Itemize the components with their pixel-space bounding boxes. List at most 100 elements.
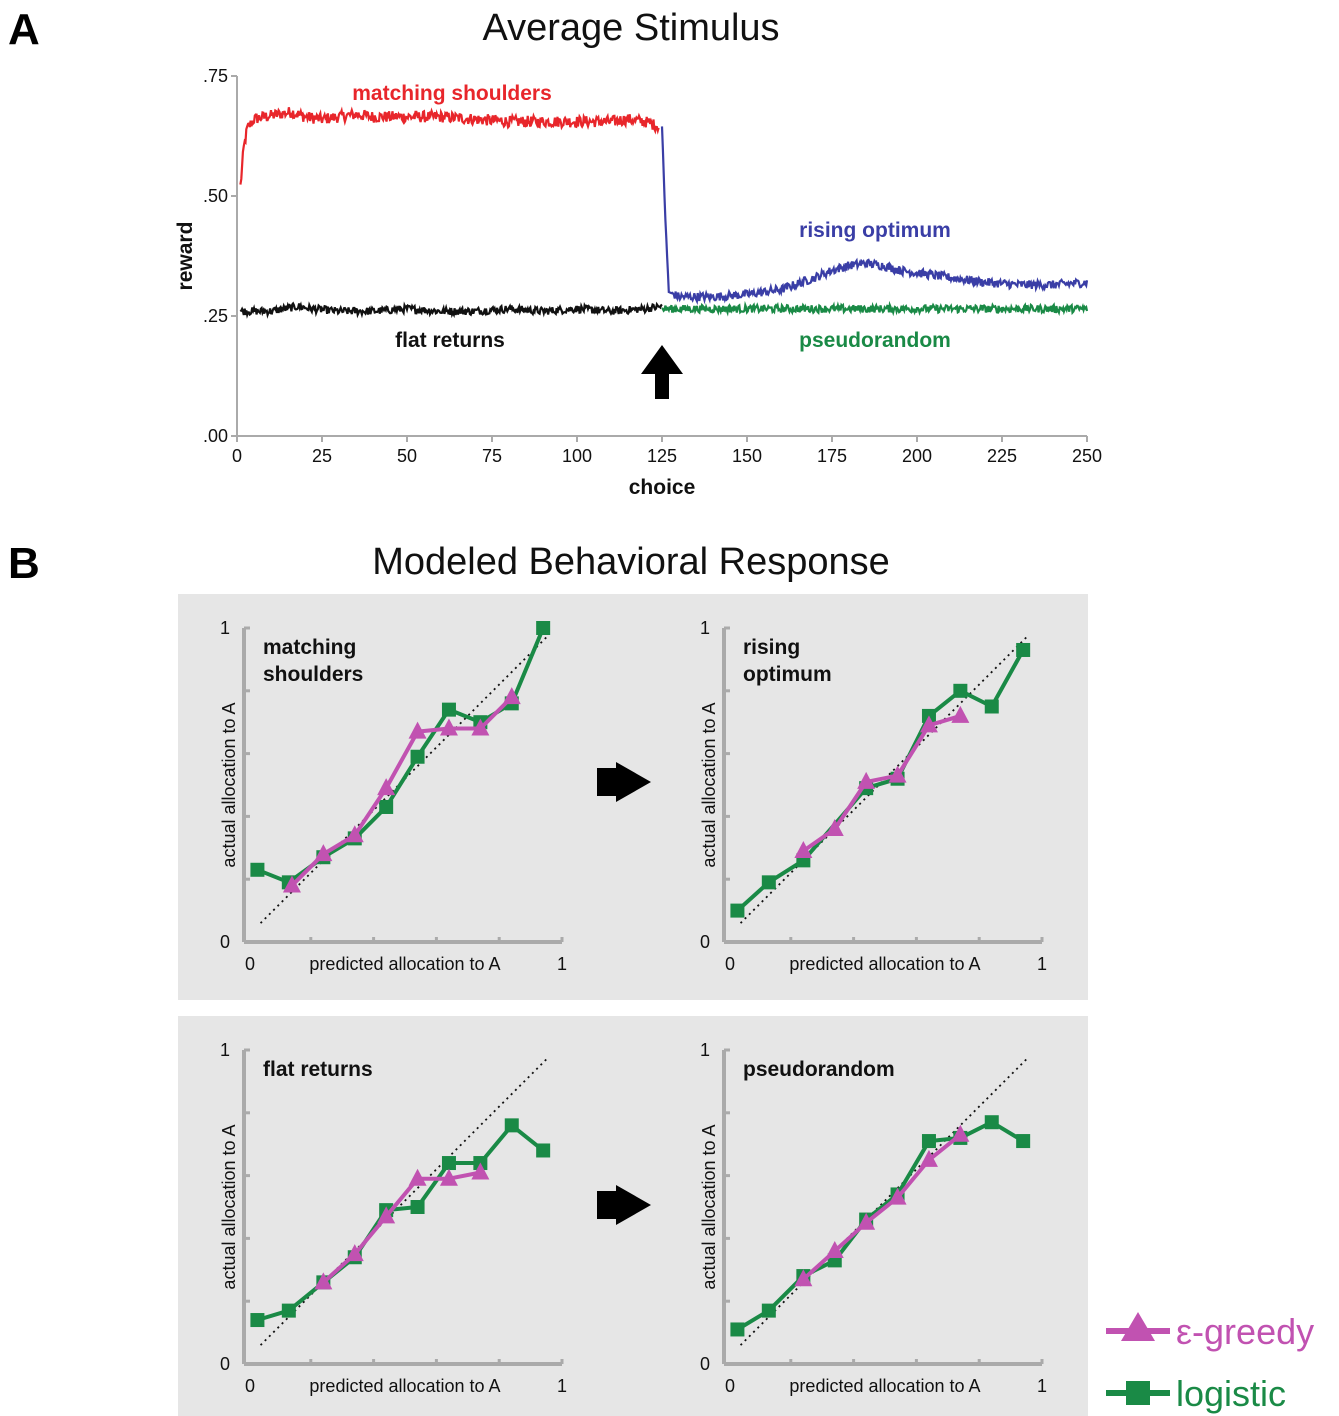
x-tick-label: 75	[482, 446, 502, 466]
logistic-point	[1016, 642, 1031, 657]
x-tick-label: 150	[732, 446, 762, 466]
subplot-y-tick-label: 1	[700, 618, 710, 638]
series-label-pseudorandom: pseudorandom	[799, 329, 951, 352]
subplot-x-tick-label: 0	[725, 1376, 735, 1396]
subplot-title: rising	[743, 636, 800, 659]
logistic-point	[250, 1313, 265, 1328]
right-arrow-icon	[597, 1185, 651, 1225]
series-line-rising-optimum	[660, 126, 1089, 306]
triangle-marker-icon	[1121, 1312, 1155, 1341]
subplot-xlabel: predicted allocation to A	[309, 1376, 500, 1396]
x-tick-label: 100	[562, 446, 592, 466]
identity-reference-line	[739, 1058, 1027, 1346]
egreedy-point	[825, 818, 844, 836]
subplot-title: matching	[263, 636, 356, 659]
egreedy-point	[951, 1124, 970, 1142]
egreedy-point	[919, 1149, 938, 1167]
egreedy-point	[439, 718, 458, 736]
egreedy-point	[314, 844, 333, 862]
egreedy-point	[857, 1212, 876, 1230]
subplot-rising-optimum: 0 1 0 1 predicted allocation to A actual allo…	[699, 618, 1047, 974]
egreedy-point	[377, 1206, 396, 1224]
identity-reference-line	[259, 1058, 547, 1346]
panel-b-top-background	[178, 594, 1088, 1000]
subplot-x-tick-label: 0	[245, 954, 255, 974]
identity-reference-line	[259, 636, 547, 924]
egreedy-point	[794, 1269, 813, 1287]
logistic-point	[761, 1303, 776, 1318]
series-label-rising-optimum: rising optimum	[799, 219, 951, 242]
subplot-x-tick-label: 0	[245, 1376, 255, 1396]
logistic-point	[761, 875, 776, 890]
subplot-y-tick-label: 0	[700, 932, 710, 952]
panel-b-subplots: 0 1 0 1 predicted allocation to A actual allo…	[219, 618, 1047, 1396]
logistic-point	[379, 799, 394, 814]
subplot-xlabel: predicted allocation to A	[789, 954, 980, 974]
panel-a-ylabel: reward	[174, 222, 197, 291]
egreedy-point	[471, 718, 490, 736]
x-tick-label: 50	[397, 446, 417, 466]
y-tick-label: .50	[203, 186, 228, 206]
subplot-title: flat returns	[263, 1058, 373, 1081]
logistic-point	[410, 749, 425, 764]
subplot-flat-returns: 0 1 0 1 predicted allocation to A actual allo…	[219, 1040, 567, 1396]
panel-a-title: Average Stimulus	[482, 7, 779, 49]
y-tick-label: .00	[203, 426, 228, 446]
right-arrow-icon	[597, 762, 651, 802]
subplot-xlabel: predicted allocation to A	[309, 954, 500, 974]
egreedy-point	[282, 875, 301, 893]
panel-a-series	[239, 106, 1089, 319]
panel-a-ticks: .00 .25 .50 .75 0 25 50 75 100 125 150 175 200 225 250	[203, 66, 1102, 466]
square-marker-icon	[1126, 1381, 1150, 1405]
x-tick-label: 125	[647, 446, 677, 466]
egreedy-point	[345, 1244, 364, 1262]
egreedy-point	[439, 1168, 458, 1186]
legend-item-logistic: logistic	[1106, 1373, 1286, 1414]
subplot-ylabel: actual allocation to A	[699, 702, 719, 867]
egreedy-point	[471, 1162, 490, 1180]
up-arrow-icon	[641, 345, 683, 399]
logistic-point	[250, 862, 265, 877]
egreedy-point	[408, 1168, 427, 1186]
identity-reference-line	[739, 636, 1027, 924]
logistic-point	[984, 699, 999, 714]
panel-a-xlabel: choice	[629, 476, 696, 499]
egreedy-point	[314, 1272, 333, 1290]
subplot-matching-shoulders: 0 1 0 1 predicted allocation to A actual allo…	[219, 618, 567, 974]
x-tick-label: 175	[817, 446, 847, 466]
logistic-point	[921, 1134, 936, 1149]
subplot-xlabel: predicted allocation to A	[789, 1376, 980, 1396]
subplot-y-tick-label: 0	[220, 1354, 230, 1374]
logistic-point	[953, 683, 968, 698]
egreedy-point	[888, 1187, 907, 1205]
egreedy-point	[794, 840, 813, 858]
egreedy-point	[888, 765, 907, 783]
panel-b-bottom-background	[178, 1016, 1088, 1416]
egreedy-point	[377, 778, 396, 796]
series-line-flat-returns	[239, 301, 663, 319]
subplot-y-tick-label: 1	[220, 618, 230, 638]
subplot-title: optimum	[743, 663, 832, 686]
panel-a-chart: .00 .25 .50 .75 0 25 50 75 100 125 150 175 200 225 250…	[174, 66, 1102, 499]
subplot-y-tick-label: 0	[220, 932, 230, 952]
x-tick-label: 200	[902, 446, 932, 466]
subplot-ylabel: actual allocation to A	[219, 1124, 239, 1289]
y-tick-label: .25	[203, 306, 228, 326]
egreedy-point	[951, 705, 970, 723]
logistic-point	[536, 1143, 551, 1158]
legend-label-logistic: logistic	[1176, 1373, 1286, 1414]
logistic-point	[730, 903, 745, 918]
panel-a-letter: A	[8, 5, 40, 54]
series-label-flat-returns: flat returns	[395, 329, 505, 352]
egreedy-point	[502, 687, 521, 705]
x-tick-label: 225	[987, 446, 1017, 466]
subplot-title: shoulders	[263, 663, 363, 686]
subplot-x-tick-label: 1	[1037, 954, 1047, 974]
logistic-point	[410, 1200, 425, 1214]
logistic-point	[730, 1322, 745, 1337]
series-line-pseudorandom	[661, 300, 1089, 317]
logistic-point	[281, 1303, 296, 1318]
series-line-matching-shoulders	[239, 106, 660, 185]
subplot-x-tick-label: 0	[725, 954, 735, 974]
